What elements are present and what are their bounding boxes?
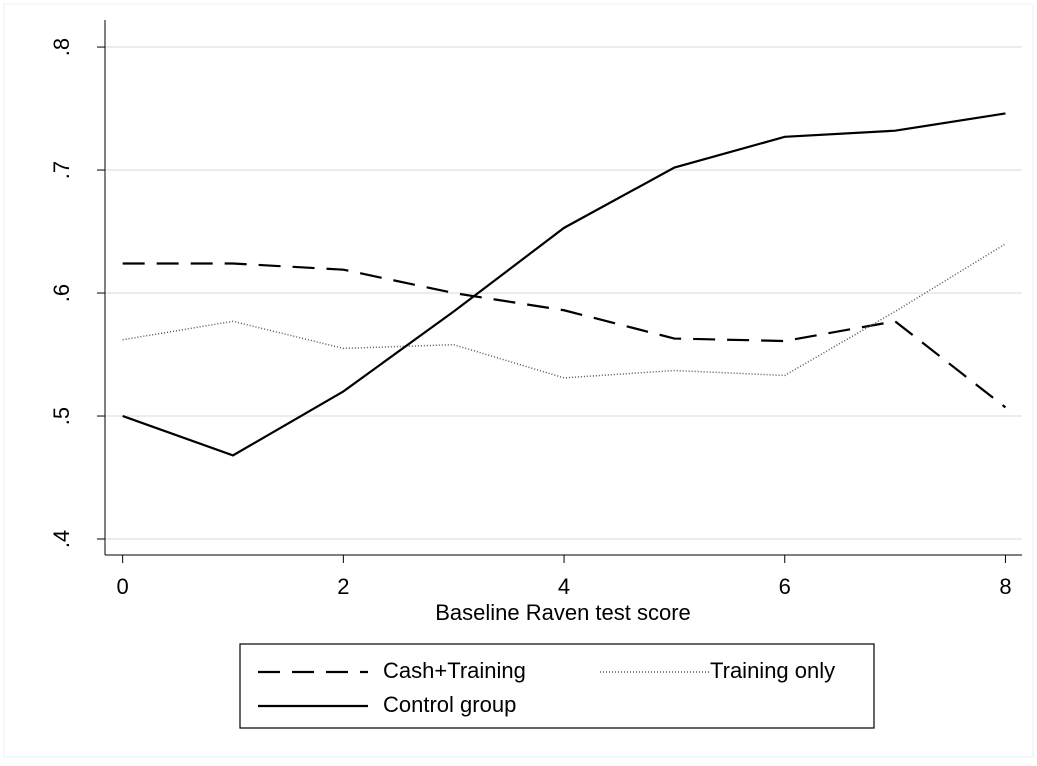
series-line: [122, 112, 1006, 457]
legend-label: Control group: [383, 692, 516, 717]
y-tick-label: .8: [49, 38, 74, 56]
y-tick-label: .6: [49, 284, 74, 302]
x-tick-label: 2: [337, 574, 349, 599]
series-line: [122, 262, 1007, 409]
legend-box: [239, 643, 875, 729]
y-tick-label: .4: [49, 530, 74, 548]
legend-label: Cash+Training: [383, 658, 526, 683]
x-tick-label: 0: [117, 574, 129, 599]
x-tick-label: 6: [779, 574, 791, 599]
y-tick-label: .7: [49, 161, 74, 179]
y-tick-label: .5: [49, 407, 74, 425]
x-axis-title: Baseline Raven test score: [435, 600, 691, 625]
x-tick-label: 4: [558, 574, 570, 599]
x-tick-label: 8: [999, 574, 1011, 599]
legend-label: Training only: [710, 658, 835, 683]
background: [3, 3, 1034, 758]
